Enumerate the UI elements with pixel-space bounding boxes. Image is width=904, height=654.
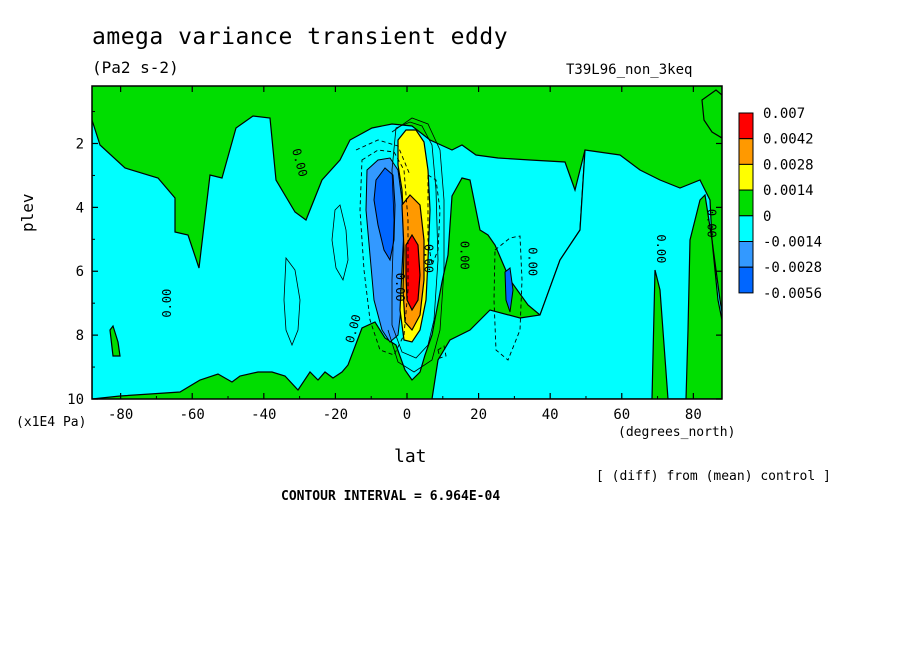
contour-label: 0.00 xyxy=(393,273,407,302)
legend-label: 0 xyxy=(763,209,771,225)
chart-title: amega variance transient eddy xyxy=(92,24,509,50)
contour-label: 0.00 xyxy=(654,234,668,263)
y-axis: 2 4 6 8 10 xyxy=(67,111,722,408)
contour-line xyxy=(283,256,301,347)
negative-region-right xyxy=(431,149,722,399)
legend-label: -0.0028 xyxy=(763,260,822,276)
negative-region-blue-small xyxy=(504,267,514,313)
legend-label: 0.007 xyxy=(763,106,805,122)
x-axis-label: lat xyxy=(394,446,427,467)
x-tick-label: -80 xyxy=(108,407,133,423)
y-tick-label: 8 xyxy=(76,328,84,344)
positive-island-left xyxy=(109,324,121,357)
legend-swatch xyxy=(738,189,754,217)
color-legend: 0.007 0.0042 0.0028 0.0014 0 -0.0014 -0.0028 -0… xyxy=(738,106,822,302)
legend-label: 0.0028 xyxy=(763,157,814,173)
run-label: T39L96_non_3keq xyxy=(566,62,693,78)
contour-line-dashed xyxy=(493,235,523,361)
contour-lines xyxy=(283,117,445,373)
x-tick-label: -60 xyxy=(180,407,205,423)
positive-island-right xyxy=(685,193,722,399)
contour-label-text: 0.00 xyxy=(457,241,471,270)
x-axis-units: (degrees_north) xyxy=(618,425,736,440)
negative-region-deep-blue xyxy=(373,167,396,262)
contour-line xyxy=(331,204,349,282)
contour-label: 0.00 xyxy=(457,241,471,270)
contour-label-text: 0.00 xyxy=(654,234,668,263)
y-tick-label: 6 xyxy=(76,264,84,280)
legend-swatch xyxy=(738,163,754,191)
x-tick-label: 60 xyxy=(613,407,630,423)
positive-island-top xyxy=(701,89,722,139)
contour-label-text: 0.00 xyxy=(525,247,539,276)
x-tick-label: 0 xyxy=(403,407,411,423)
contour-label: 0.00 xyxy=(704,209,718,238)
contour-line-dashed xyxy=(359,149,409,356)
contour-line xyxy=(387,117,445,373)
x-tick-label: -40 xyxy=(251,407,276,423)
contour-labels: 0.000.000.000.00 0.00 0.000.000.000.00 xyxy=(160,147,718,345)
contour-line xyxy=(391,121,439,359)
contour-interval: CONTOUR INTERVAL = 6.964E-04 xyxy=(281,489,501,504)
contour-label-text: 0.00 xyxy=(704,209,718,238)
x-tick-label: -20 xyxy=(323,407,348,423)
negative-region-cyan xyxy=(92,115,586,399)
contour-line-dashed xyxy=(427,174,441,267)
positive-core-red xyxy=(405,233,421,312)
contour-label: 0.00 xyxy=(421,244,435,273)
contour-label-text: 0.00 xyxy=(421,244,435,273)
diff-note: [ (diff) from (mean) control ] xyxy=(596,469,831,484)
legend-swatch xyxy=(738,241,754,268)
x-axis: -80 -60 -40 -20 0 20 40 60 80 xyxy=(108,86,702,423)
contour-label-text: 0.00 xyxy=(393,273,407,302)
contour-line-dashed xyxy=(437,345,447,359)
negative-contour-lines xyxy=(355,139,523,361)
y-axis-units: (x1E4 Pa) xyxy=(16,415,87,430)
legend-swatch xyxy=(738,215,754,243)
chart-units: (Pa2 s-2) xyxy=(92,58,179,77)
legend-label: 0.0014 xyxy=(763,183,814,199)
legend-swatch xyxy=(738,138,754,165)
x-tick-label: 20 xyxy=(470,407,487,423)
y-tick-label: 4 xyxy=(76,200,84,216)
y-tick-label: 10 xyxy=(67,392,84,408)
legend-swatch xyxy=(738,112,754,140)
contour-label: 0.00 xyxy=(160,289,174,318)
plot-area: 0.000.000.000.00 0.00 0.000.000.000.00 xyxy=(92,86,722,399)
contour-label: 0.00 xyxy=(525,247,539,276)
legend-label: -0.0014 xyxy=(763,235,822,251)
x-tick-label: 40 xyxy=(542,407,559,423)
contour-label-text: 0.00 xyxy=(160,289,174,318)
legend-swatch xyxy=(738,266,754,294)
y-tick-label: 2 xyxy=(76,136,84,152)
x-tick-label: 80 xyxy=(685,407,702,423)
legend-label: -0.0056 xyxy=(763,286,822,302)
legend-label: 0.0042 xyxy=(763,132,814,148)
